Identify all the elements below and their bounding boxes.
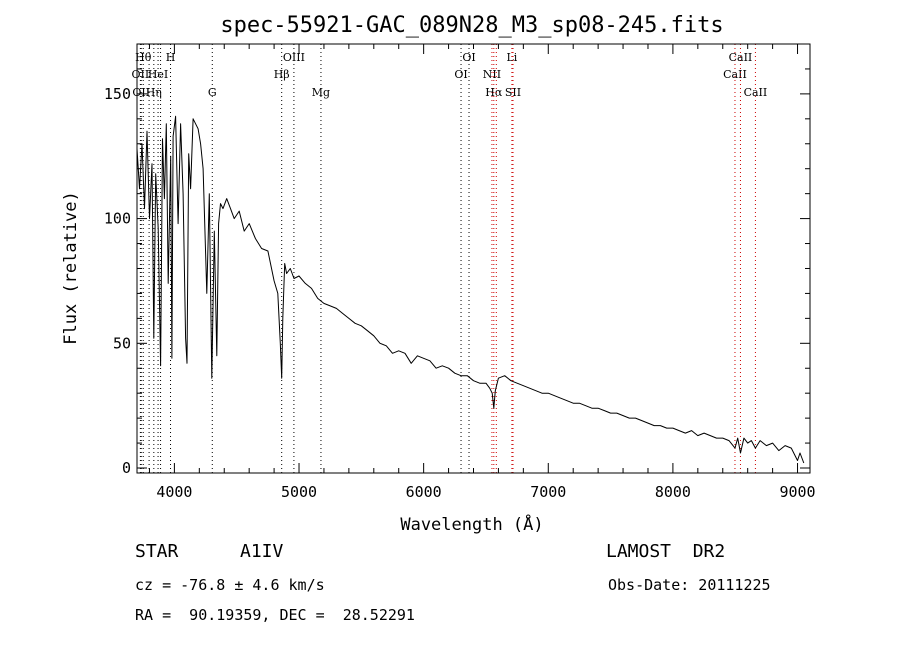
x-tick-label: 9000 xyxy=(779,483,815,501)
x-tick-label: 7000 xyxy=(530,483,566,501)
y-tick-label: 0 xyxy=(122,459,131,477)
line-marker-label-19: CaII xyxy=(723,68,747,81)
line-marker-label-14: NII xyxy=(483,68,501,81)
x-tick-label: 4000 xyxy=(156,483,192,501)
line-marker-label-7: H xyxy=(166,51,176,64)
x-axis-label: Wavelength (Å) xyxy=(400,513,543,535)
line-marker-label-12: OI xyxy=(454,68,467,81)
line-marker-label-20: CaII xyxy=(729,51,753,64)
line-marker-label-10: OIII xyxy=(283,51,305,64)
y-tick-label: 100 xyxy=(104,210,131,228)
line-marker-label-2: Hθ xyxy=(135,51,152,64)
survey-label: LAMOST DR2 xyxy=(606,541,726,562)
line-marker-label-0: OII xyxy=(132,68,150,81)
line-marker-label-4: Hη xyxy=(146,86,162,99)
spectrum-line-0 xyxy=(136,115,805,464)
line-marker-label-9: Hβ xyxy=(274,68,290,81)
line-marker-label-13: OI xyxy=(462,51,475,64)
line-marker-label-15: Hα xyxy=(485,86,503,99)
x-tick-label: 6000 xyxy=(406,483,442,501)
y-tick-label: 150 xyxy=(104,85,131,103)
x-tick-label: 8000 xyxy=(655,483,691,501)
series-layer xyxy=(136,115,805,464)
chart-title: spec-55921-GAC_089N28_M3_sp08-245.fits xyxy=(220,13,723,38)
object-class: STAR xyxy=(135,541,179,562)
line-marker-label-21: CaII xyxy=(744,86,768,99)
x-tick-label: 5000 xyxy=(281,483,317,501)
observation-date: Obs-Date: 20111225 xyxy=(608,576,771,594)
coordinates: RA = 90.19359, DEC = 28.52291 xyxy=(135,606,415,624)
plot-frame xyxy=(136,43,811,474)
line-marker-label-17: Li xyxy=(506,51,517,64)
x-axis: 4000 5000 6000 7000 8000 9000 xyxy=(148,44,816,501)
redshift-velocity: cz = -76.8 ± 4.6 km/s xyxy=(135,576,325,594)
line-marker-label-18: SII xyxy=(505,86,521,99)
line-markers: OIIOIIHθHηHeIHGHβOIIIMgOIOINIIHαLiSIICaI… xyxy=(132,44,768,473)
y-tick-label: 50 xyxy=(113,334,131,352)
line-marker-label-8: G xyxy=(208,86,217,99)
line-marker-label-5: HeI xyxy=(148,68,168,81)
subclass: A1IV xyxy=(240,541,284,562)
y-axis: 0 50 100 150 xyxy=(104,68,810,477)
line-marker-label-11: Mg xyxy=(312,86,330,99)
y-axis-label: Flux (relative) xyxy=(61,191,81,345)
